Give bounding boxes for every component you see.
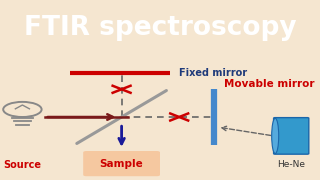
FancyBboxPatch shape (83, 151, 160, 176)
Text: Movable mirror: Movable mirror (224, 79, 315, 89)
Text: Fixed mirror: Fixed mirror (179, 68, 247, 78)
Text: Source: Source (4, 160, 41, 170)
Text: Sample: Sample (100, 159, 143, 169)
Ellipse shape (272, 118, 279, 154)
FancyBboxPatch shape (274, 118, 309, 154)
Text: FTIR spectroscopy: FTIR spectroscopy (24, 15, 296, 41)
Text: He-Ne: He-Ne (277, 160, 305, 169)
